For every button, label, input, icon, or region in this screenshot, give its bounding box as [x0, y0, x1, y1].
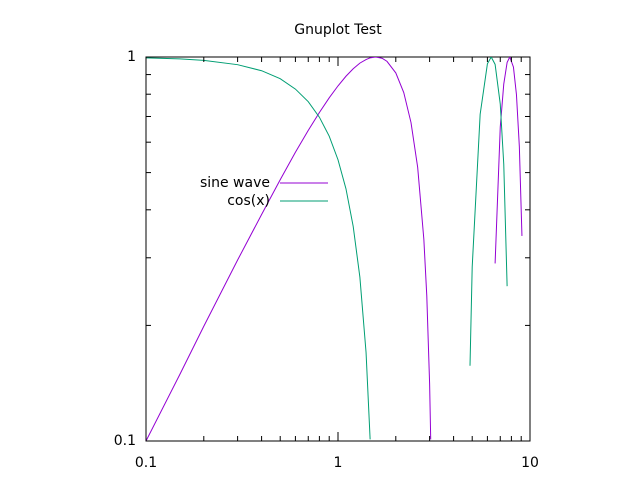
series-line: [146, 57, 371, 440]
legend-label: cos(x): [227, 193, 270, 209]
x-tick-label: 0.1: [135, 455, 157, 471]
series-line: [469, 57, 508, 366]
chart-title: Gnuplot Test: [294, 22, 382, 38]
plot-frame: [145, 56, 531, 442]
legend-label: sine wave: [200, 175, 270, 191]
series-line: [494, 57, 523, 264]
x-tick-label: 1: [334, 455, 343, 471]
y-tick-label: 0.1: [114, 433, 136, 449]
series-line: [146, 57, 432, 441]
plot-area: [146, 57, 523, 441]
x-tick-label: 10: [521, 455, 539, 471]
y-tick-label: 1: [127, 49, 136, 65]
